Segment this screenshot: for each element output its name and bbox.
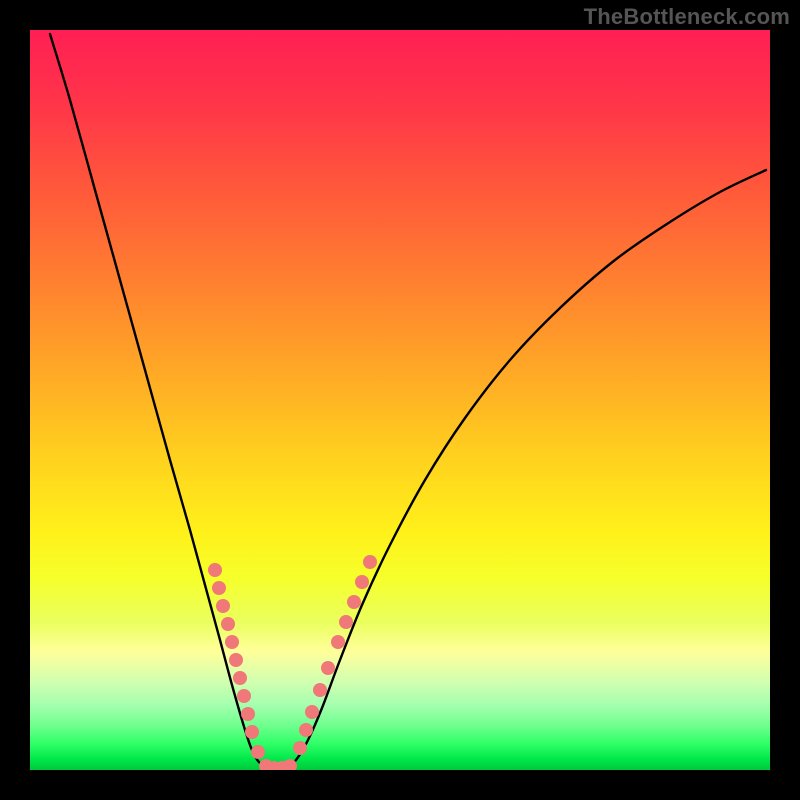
data-dot	[339, 615, 353, 629]
data-dot	[305, 705, 319, 719]
chart-svg	[0, 0, 800, 800]
data-dot	[313, 683, 327, 697]
data-dot	[237, 689, 251, 703]
data-dot	[363, 555, 377, 569]
data-dot	[212, 581, 226, 595]
data-dot	[241, 707, 255, 721]
data-dot	[347, 595, 361, 609]
data-dot	[225, 635, 239, 649]
data-dot	[251, 745, 265, 759]
data-dot	[216, 599, 230, 613]
data-dot	[293, 741, 307, 755]
data-dot	[331, 635, 345, 649]
data-dot	[221, 617, 235, 631]
data-dot	[321, 661, 335, 675]
gradient-background	[30, 30, 770, 770]
data-dot	[245, 725, 259, 739]
data-dot	[208, 563, 222, 577]
data-dot	[283, 759, 297, 773]
data-dot	[229, 653, 243, 667]
data-dot	[299, 723, 313, 737]
chart-stage: TheBottleneck.com	[0, 0, 800, 800]
data-dot	[233, 671, 247, 685]
data-dot	[355, 575, 369, 589]
